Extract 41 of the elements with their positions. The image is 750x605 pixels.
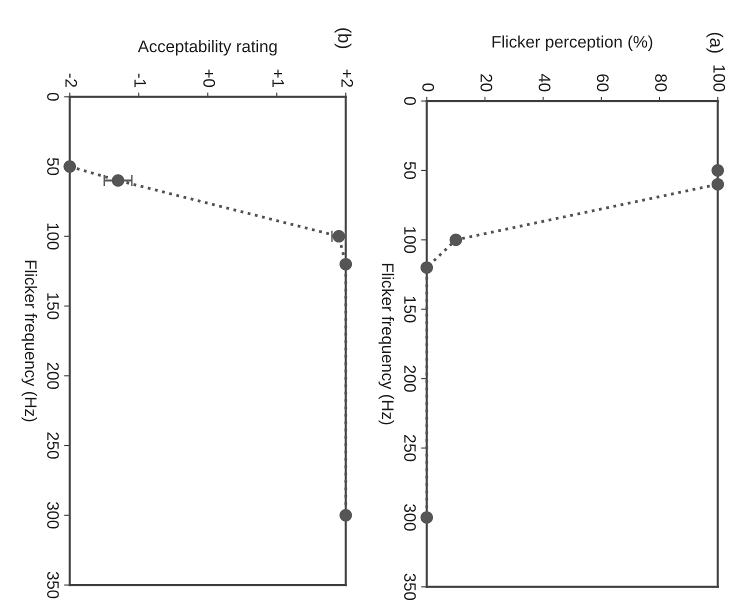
y-tick-label: 50	[404, 162, 416, 180]
point	[450, 234, 462, 246]
y-axis-title: Flicker frequency (Hz)	[22, 260, 38, 422]
x-tick-label: 0	[422, 83, 434, 92]
x-tick-label: +0	[203, 70, 216, 88]
x-tick-label: +1	[272, 70, 284, 87]
point	[340, 258, 352, 270]
x-tick-label: +2	[341, 70, 354, 87]
y-tick-label: 200	[404, 366, 416, 392]
y-tick-label: 350	[47, 572, 59, 598]
y-tick-label: 150	[47, 293, 59, 320]
x-axis-title: Flicker perception (%)	[492, 35, 652, 51]
x-axis-title: Acceptability rating	[138, 40, 277, 56]
point	[63, 160, 76, 173]
y-tick-label: 100	[47, 224, 59, 250]
point	[340, 509, 352, 522]
point	[420, 511, 433, 524]
y-tick-label: 300	[404, 504, 416, 531]
y-tick-label: 300	[47, 502, 59, 529]
y-tick-label: 250	[404, 434, 416, 462]
y-tick-label: 200	[47, 362, 59, 390]
point	[420, 261, 433, 274]
chart-title: (b)	[334, 28, 352, 48]
y-axis-title: Flicker frequency (Hz)	[378, 264, 394, 424]
y-tick-label: 250	[47, 432, 59, 459]
y-tick-label: 0	[404, 97, 416, 106]
x-tick-label: 60	[596, 74, 609, 92]
x-tick-label: -2	[65, 74, 78, 87]
y-tick-label: 350	[404, 574, 416, 600]
y-tick-label: 0	[47, 92, 59, 101]
x-tick-label: -1	[134, 74, 146, 87]
x-tick-label: 40	[538, 74, 550, 92]
chart-title: (a)	[706, 32, 724, 53]
x-tick-label: 20	[480, 74, 492, 92]
point	[712, 178, 724, 191]
x-tick-label: 80	[655, 74, 667, 92]
point	[712, 164, 724, 177]
y-tick-label: 50	[47, 158, 59, 176]
x-tick-label: 100	[713, 65, 726, 92]
y-tick-label: 100	[404, 227, 416, 254]
y-tick-label: 150	[404, 296, 416, 322]
